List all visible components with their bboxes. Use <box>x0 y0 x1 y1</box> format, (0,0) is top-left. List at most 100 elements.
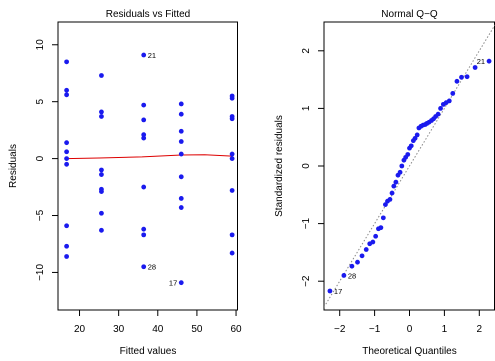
x-axis-label: Theoretical Quantiles <box>362 346 457 357</box>
data-point <box>141 264 147 270</box>
x-tick-label: 50 <box>191 324 203 335</box>
data-point <box>178 196 184 201</box>
data-point <box>464 74 470 80</box>
data-point <box>141 52 147 58</box>
outlier-label: 21 <box>148 51 156 60</box>
data-point <box>327 288 333 294</box>
data-point <box>341 273 347 278</box>
x-tick-label: −2 <box>334 324 346 335</box>
y-tick-label: 1 <box>301 105 312 111</box>
data-point <box>64 161 70 167</box>
data-point <box>141 132 147 138</box>
x-tick-label: 2 <box>477 324 483 335</box>
data-point <box>229 95 235 101</box>
data-point <box>64 87 70 93</box>
data-point <box>178 101 184 107</box>
y-tick-label: 5 <box>35 98 46 104</box>
y-tick-label: 10 <box>35 39 46 51</box>
y-tick-label: 0 <box>301 163 312 169</box>
data-point <box>64 243 70 249</box>
data-point <box>408 143 414 149</box>
data-point <box>141 102 147 108</box>
data-point <box>486 58 492 64</box>
outlier-label: 28 <box>348 271 356 280</box>
data-point <box>64 140 70 146</box>
data-point <box>405 152 411 157</box>
outlier-label: 28 <box>148 263 156 272</box>
data-point <box>99 227 104 233</box>
data-point <box>229 232 235 238</box>
data-point <box>64 59 70 65</box>
x-tick-label: 40 <box>152 324 164 335</box>
data-point <box>450 91 456 96</box>
plot-frame <box>57 21 238 311</box>
data-point <box>229 156 235 162</box>
y-axis-label: Residuals <box>8 144 19 188</box>
data-point <box>459 74 464 80</box>
data-point <box>391 183 397 189</box>
data-point <box>370 239 376 245</box>
data-point <box>393 179 399 185</box>
data-point <box>64 149 70 155</box>
data-point <box>178 139 184 144</box>
data-point <box>99 189 104 195</box>
data-point <box>359 253 365 259</box>
smooth-line <box>66 154 233 160</box>
data-point <box>99 73 104 78</box>
data-point <box>414 132 420 138</box>
data-point <box>64 223 70 229</box>
x-tick-label: 60 <box>230 324 242 335</box>
chart-title: Residuals vs Fitted <box>106 9 190 20</box>
normal-qq-panel: Normal Q−Q Theoretical Quantiles Standar… <box>274 9 495 357</box>
data-point <box>373 233 379 239</box>
residuals-vs-fitted-panel: Residuals vs Fitted Fitted values Residu… <box>8 9 242 357</box>
data-point <box>454 78 460 84</box>
data-point <box>363 247 369 252</box>
outlier-label: 17 <box>334 287 342 296</box>
y-axis-label: Standardized residuals <box>274 115 285 217</box>
data-point <box>349 263 355 269</box>
data-point <box>141 184 147 190</box>
data-point <box>229 116 235 122</box>
data-point <box>64 92 70 98</box>
reference-line <box>324 24 495 308</box>
data-point <box>412 135 418 141</box>
data-point <box>229 188 235 193</box>
data-point <box>64 156 70 162</box>
data-point <box>472 65 478 70</box>
y-tick-label: −1 <box>301 217 312 229</box>
data-point <box>99 114 104 119</box>
y-tick-label: 2 <box>301 48 312 54</box>
data-point <box>99 167 104 173</box>
data-point <box>178 151 184 157</box>
y-tick-label: 0 <box>35 155 46 161</box>
data-point <box>383 202 388 207</box>
data-point <box>178 111 184 117</box>
data-point <box>380 215 386 221</box>
data-point <box>178 205 184 210</box>
data-point <box>389 190 395 196</box>
data-point <box>355 259 360 265</box>
data-point <box>229 151 235 157</box>
x-tick-label: −1 <box>369 324 381 335</box>
data-point <box>229 250 235 256</box>
data-point <box>438 106 443 111</box>
data-point <box>141 226 147 232</box>
data-point <box>387 197 393 202</box>
y-tick-label: −5 <box>35 209 46 221</box>
data-point <box>99 210 104 216</box>
data-point <box>141 232 147 238</box>
data-point <box>99 172 104 177</box>
x-tick-label: 1 <box>442 324 448 335</box>
data-point <box>141 135 147 141</box>
data-point <box>178 280 184 286</box>
outlier-label: 21 <box>477 57 485 66</box>
y-tick-label: −10 <box>35 264 46 281</box>
x-tick-label: 0 <box>407 324 413 335</box>
data-point <box>178 128 184 134</box>
chart-title: Normal Q−Q <box>381 9 438 20</box>
data-point <box>378 225 384 231</box>
outlier-label: 17 <box>169 279 177 288</box>
x-tick-label: 20 <box>74 324 86 335</box>
